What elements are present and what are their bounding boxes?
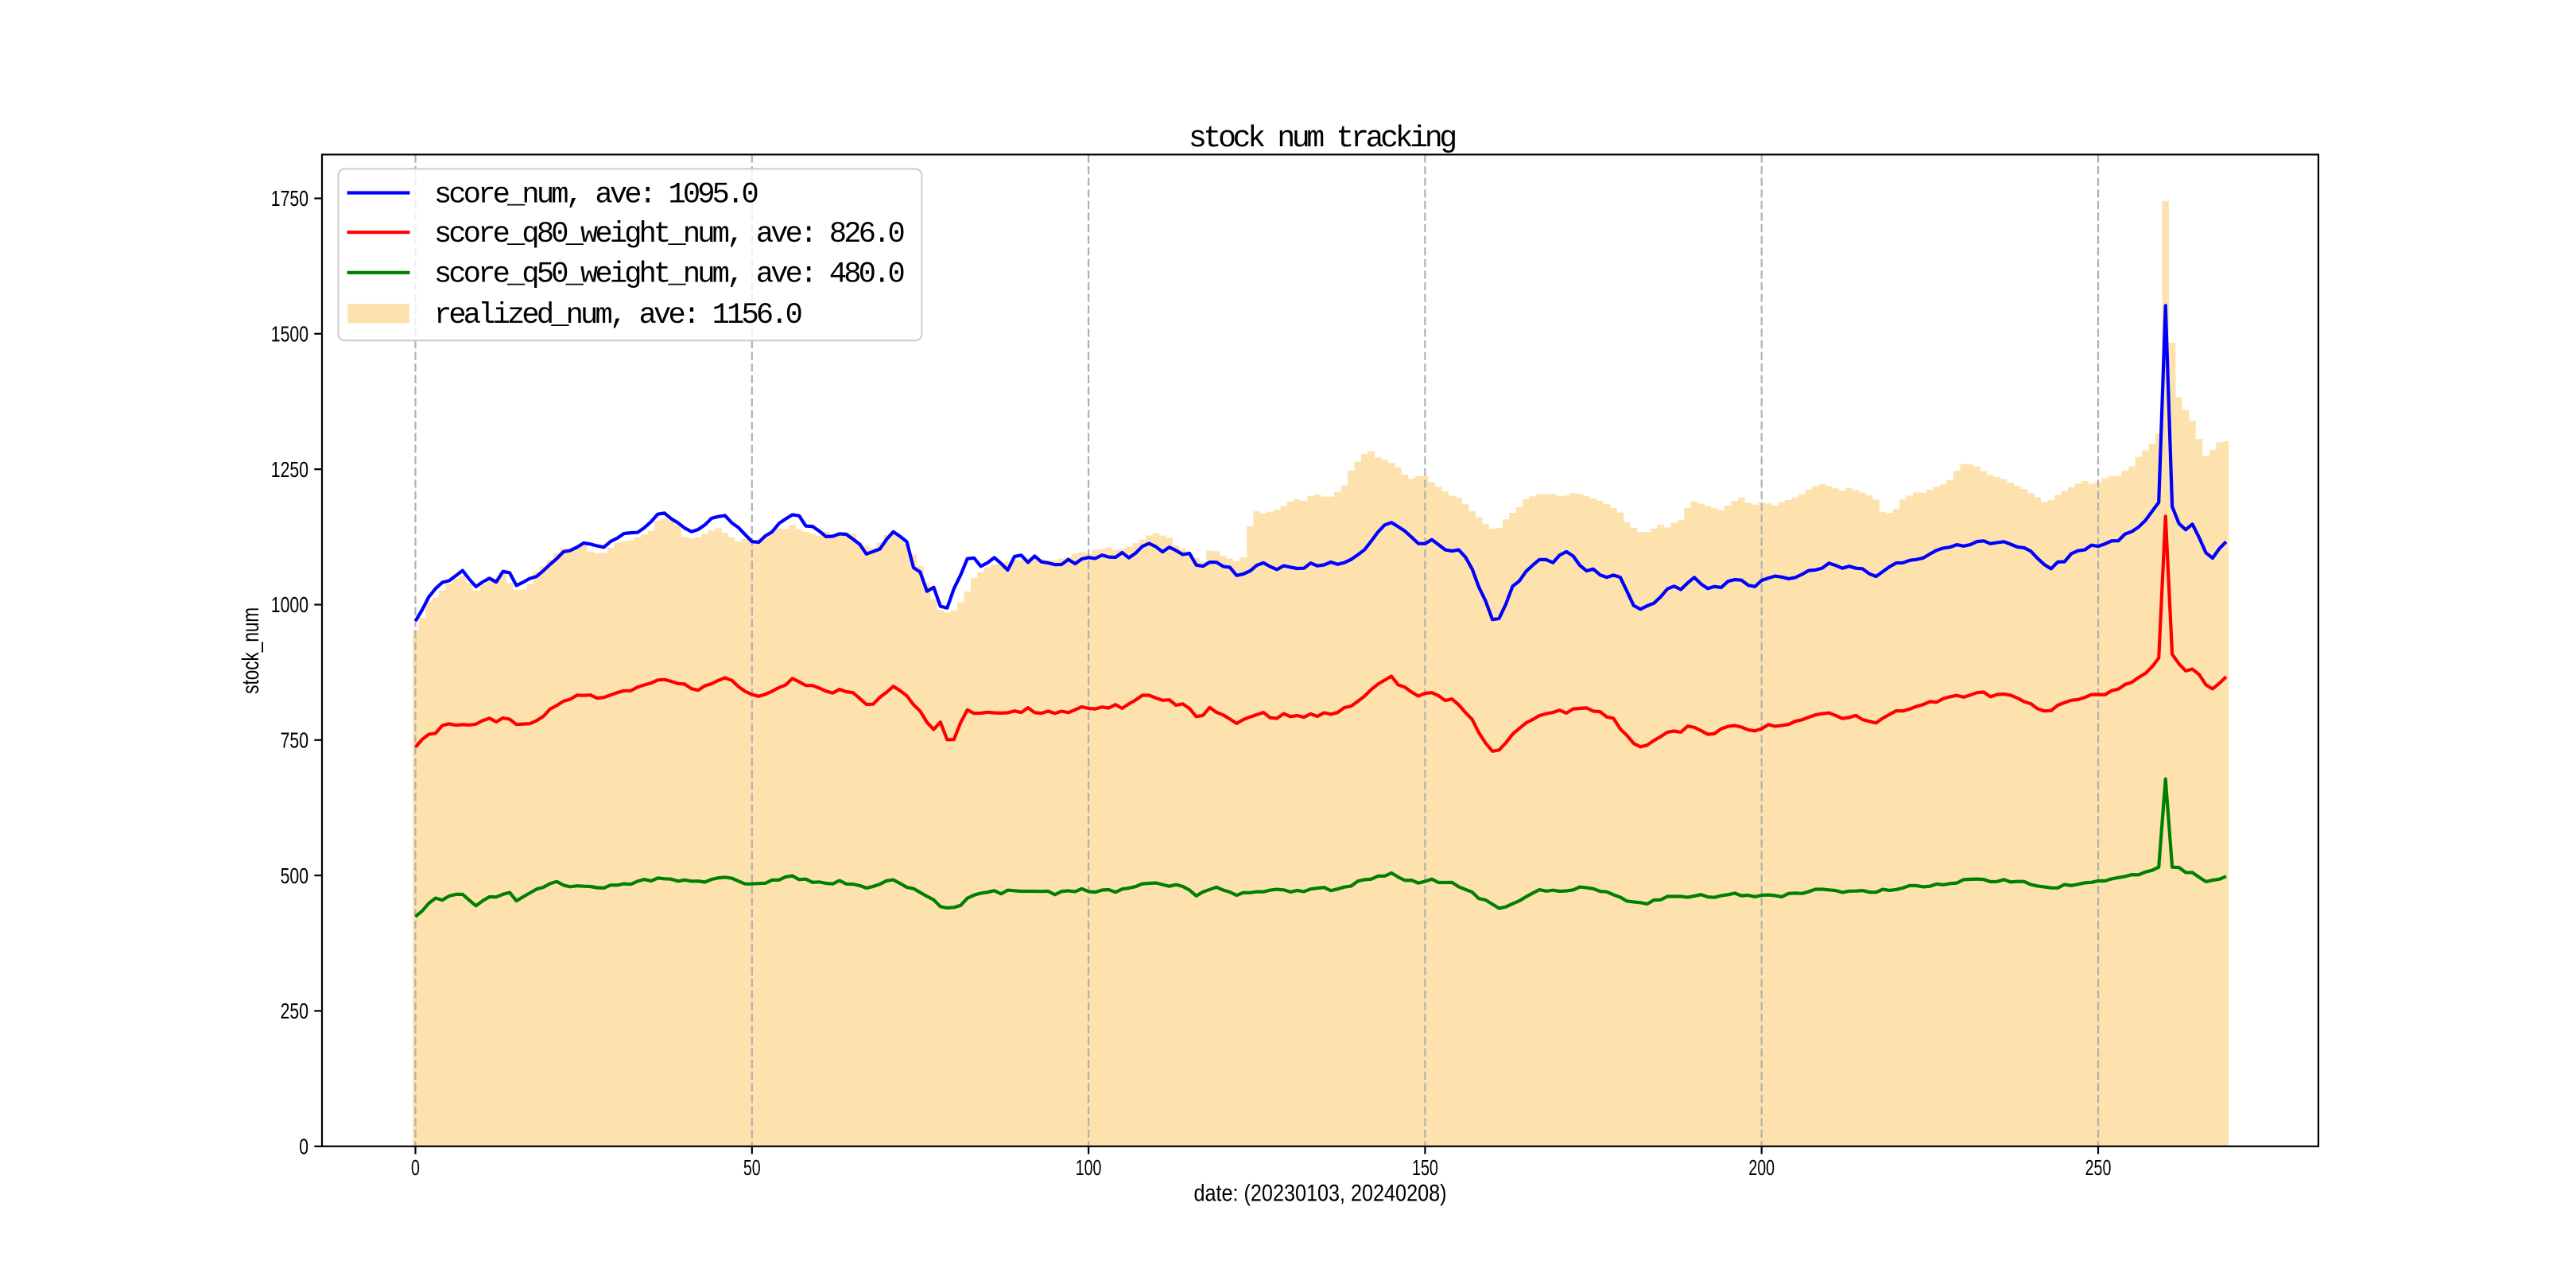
svg-text:stock num tracking: stock num tracking (1189, 122, 1455, 156)
svg-text:0: 0 (299, 1135, 308, 1159)
svg-text:200: 200 (1748, 1155, 1775, 1180)
svg-text:1000: 1000 (271, 592, 308, 617)
svg-text:150: 150 (1412, 1155, 1438, 1180)
svg-text:1750: 1750 (271, 186, 308, 211)
svg-text:750: 750 (281, 728, 308, 753)
svg-text:score_num, ave: 1095.0: score_num, ave: 1095.0 (434, 178, 757, 211)
svg-text:0: 0 (411, 1155, 420, 1180)
svg-text:stock_num: stock_num (238, 607, 264, 694)
svg-text:date: (20230103, 20240208): date: (20230103, 20240208) (1194, 1180, 1447, 1206)
svg-text:1250: 1250 (271, 457, 308, 482)
svg-text:50: 50 (743, 1155, 761, 1180)
svg-text:1500: 1500 (271, 322, 308, 347)
svg-text:score_q50_weight_num, ave: 480: score_q50_weight_num, ave: 480.0 (434, 258, 904, 292)
svg-text:score_q80_weight_num, ave: 826: score_q80_weight_num, ave: 826.0 (434, 218, 904, 251)
svg-text:realized_num, ave: 1156.0: realized_num, ave: 1156.0 (434, 299, 801, 332)
svg-text:500: 500 (281, 863, 308, 888)
svg-text:250: 250 (281, 999, 308, 1023)
svg-text:250: 250 (2085, 1155, 2112, 1180)
svg-text:100: 100 (1076, 1155, 1102, 1180)
